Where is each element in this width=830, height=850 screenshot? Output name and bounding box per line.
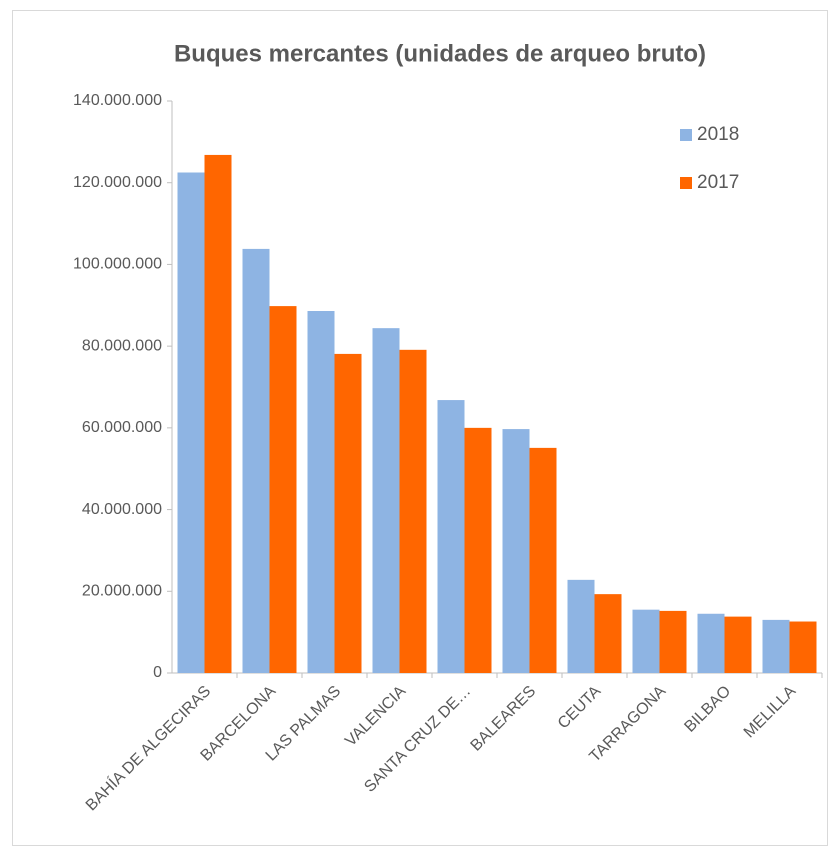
y-tick-label: 80.000.000 — [82, 337, 162, 354]
y-tick-label: 120.000.000 — [73, 174, 162, 191]
bar — [789, 621, 817, 673]
bar — [399, 349, 427, 673]
y-tick-label: 140.000.000 — [73, 92, 162, 109]
legend-swatch — [680, 177, 692, 189]
bar — [697, 613, 725, 673]
bar — [269, 306, 297, 673]
legend-label: 2018 — [697, 124, 739, 145]
bar — [464, 427, 492, 673]
legend-swatch — [680, 129, 692, 141]
bar — [762, 619, 790, 673]
bar — [307, 311, 335, 673]
bar — [529, 447, 557, 673]
legend-label: 2017 — [697, 172, 739, 193]
bar — [724, 616, 752, 673]
bar — [502, 429, 530, 673]
bar — [204, 154, 232, 674]
y-tick-label: 60.000.000 — [82, 419, 162, 436]
y-tick-label: 0 — [153, 664, 162, 681]
bar — [437, 400, 465, 673]
y-tick-label: 100.000.000 — [73, 256, 162, 273]
bar — [567, 579, 595, 673]
bar — [334, 353, 362, 673]
bar — [659, 610, 687, 673]
bar — [632, 609, 660, 673]
bar — [372, 328, 400, 673]
bar — [594, 594, 622, 673]
y-tick-label: 40.000.000 — [82, 501, 162, 518]
bar — [242, 248, 270, 673]
chart-title: Buques mercantes (unidades de arqueo bru… — [174, 40, 706, 67]
bar — [177, 172, 205, 673]
y-tick-label: 20.000.000 — [82, 583, 162, 600]
